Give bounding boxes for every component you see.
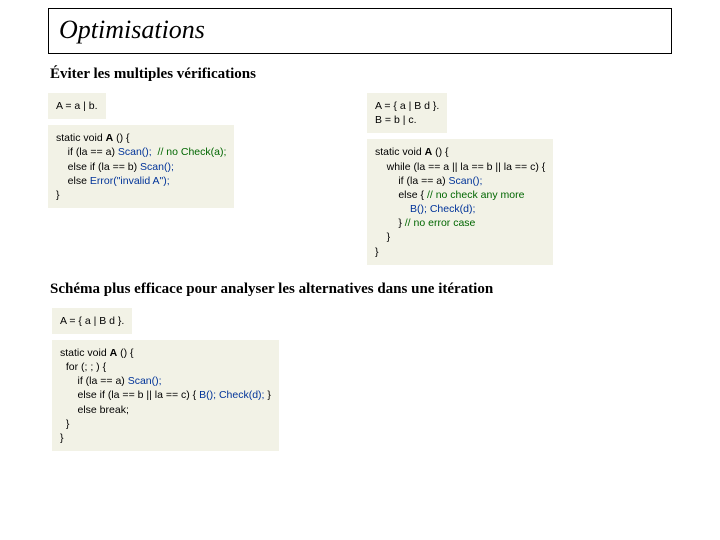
code-comment: // no check any more <box>427 189 524 201</box>
left-column: A = a | b. static void A () { if (la == … <box>48 93 343 271</box>
left-code-box: static void A () { if (la == a) Scan(); … <box>48 125 234 208</box>
slide-title: Optimisations <box>59 15 205 44</box>
bottom-block: A = { a | B d }. static void A () { for … <box>52 308 672 457</box>
code-text: else break; <box>60 404 129 416</box>
code-comment: // no error case <box>405 217 476 229</box>
code-text: () { <box>117 347 133 359</box>
bottom-code-box: static void A () { for (; ; ) { if (la =… <box>52 340 279 451</box>
code-keyword: Error("invalid A"); <box>90 175 170 187</box>
subtitle-1: Éviter les multiples vérifications <box>50 66 672 83</box>
code-text: else if (la == b) <box>56 161 140 173</box>
right-code-box: static void A () { while (la == a || la … <box>367 139 553 264</box>
code-text: if (la == a) <box>60 375 128 387</box>
code-text: } <box>375 231 390 243</box>
code-text: } <box>375 246 379 258</box>
code-text <box>375 203 410 215</box>
code-keyword: Scan(); <box>128 375 162 387</box>
code-text: () { <box>113 132 129 144</box>
code-text: static void <box>60 347 110 359</box>
code-keyword: B(); Check(d); <box>199 389 264 401</box>
code-text: if (la == a) <box>375 175 449 187</box>
right-grammar-box: A = { a | B d }. B = b | c. <box>367 93 447 133</box>
code-text: static void <box>56 132 106 144</box>
subtitle-2: Schéma plus efficace pour analyser les a… <box>50 281 672 298</box>
code-text: else { <box>375 189 427 201</box>
two-column-row: A = a | b. static void A () { if (la == … <box>48 93 672 271</box>
code-text: } <box>375 217 405 229</box>
code-text: static void <box>375 146 425 158</box>
code-text: while (la == a || la == b || la == c) { <box>375 161 545 173</box>
code-text: } <box>60 418 69 430</box>
code-text: for (; ; ) { <box>60 361 106 373</box>
code-text: else <box>56 175 90 187</box>
code-text: else if (la == b || la == c) { <box>60 389 199 401</box>
code-keyword: B(); Check(d); <box>410 203 475 215</box>
title-box: Optimisations <box>48 8 672 54</box>
left-grammar-box: A = a | b. <box>48 93 106 119</box>
code-keyword: Scan(); <box>118 146 152 158</box>
code-text: () { <box>432 146 448 158</box>
bottom-grammar-box: A = { a | B d }. <box>52 308 132 334</box>
slide: Optimisations Éviter les multiples vérif… <box>0 0 720 465</box>
code-text: } <box>264 389 270 401</box>
code-text: } <box>56 189 60 201</box>
code-text: } <box>60 432 64 444</box>
code-comment: // no Check(a); <box>152 146 227 158</box>
right-column: A = { a | B d }. B = b | c. static void … <box>367 93 662 271</box>
code-keyword: Scan(); <box>449 175 483 187</box>
code-text: if (la == a) <box>56 146 118 158</box>
code-keyword: Scan(); <box>140 161 174 173</box>
